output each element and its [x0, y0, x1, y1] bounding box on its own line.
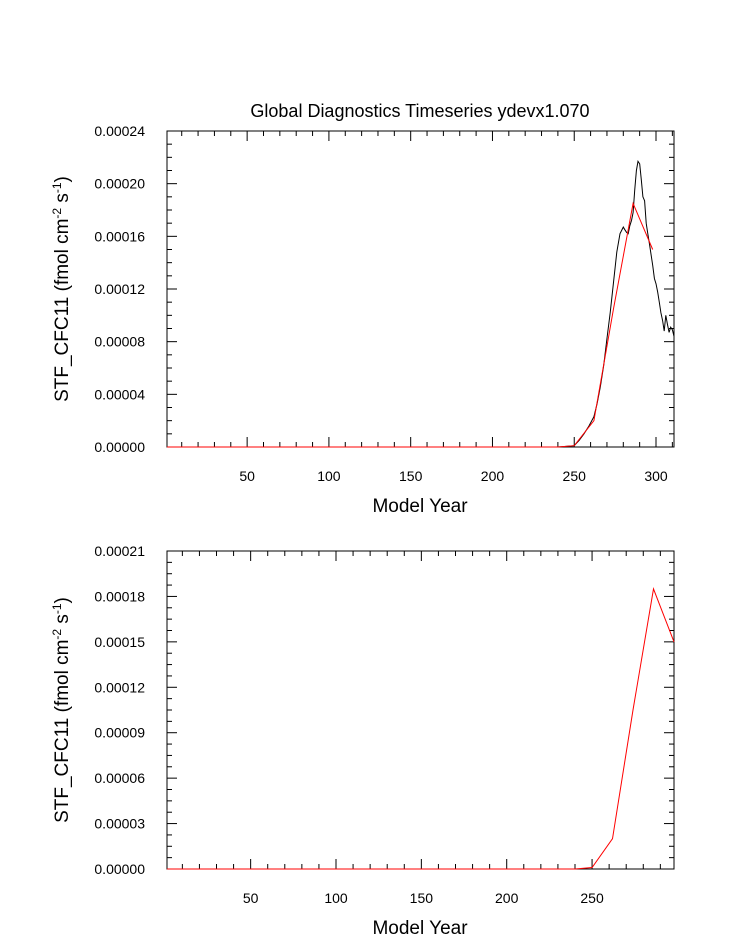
- y-tick-label: 0.00012: [94, 281, 145, 297]
- red-series-line: [167, 201, 654, 448]
- y-tick-label: 0.00004: [94, 386, 145, 402]
- y-tick-label: 0.00021: [94, 543, 145, 559]
- red-series-line: [167, 587, 675, 870]
- y-tick-label: 0.00008: [94, 334, 145, 350]
- y-tick-label: 0.00006: [94, 770, 145, 786]
- y-tick-label: 0.00009: [94, 725, 145, 741]
- y-tick-label: 0.00018: [94, 588, 145, 604]
- y-axis-title: STF_CFC11 (fmol cm-2 s-1): [50, 176, 73, 402]
- y-tick-label: 0.00000: [94, 861, 145, 877]
- x-tick-label: 200: [495, 890, 519, 906]
- black-series-line: [167, 159, 675, 448]
- x-tick-label: 50: [239, 468, 255, 484]
- chart-title: Global Diagnostics Timeseries ydevx1.070: [250, 101, 589, 121]
- x-axis-title: Model Year: [372, 496, 468, 517]
- y-tick-label: 0.00003: [94, 816, 145, 832]
- y-axis: 0.00000 0.00004 0.00008 0.00012 0.00016 0.000…: [94, 123, 674, 455]
- x-tick-label: 200: [481, 468, 505, 484]
- y-axis: 0.00000 0.00003 0.00006 0.00009 0.00012 0.000…: [94, 543, 674, 877]
- x-tick-label: 50: [243, 890, 259, 906]
- plot-frame: [166, 550, 675, 870]
- x-tick-label: 250: [580, 890, 604, 906]
- y-tick-label: 0.00015: [94, 634, 145, 650]
- x-tick-label: 300: [644, 468, 668, 484]
- y-tick-label: 0.00016: [94, 228, 145, 244]
- top-plot: Global Diagnostics Timeseries ydevx1.070…: [50, 101, 675, 517]
- y-tick-label: 0.00012: [94, 679, 145, 695]
- x-tick-label: 150: [399, 468, 423, 484]
- x-axis-title: Model Year: [372, 918, 468, 939]
- x-tick-label: 100: [324, 890, 348, 906]
- bottom-plot: 50 100 150 200 250 0.000000.000030.000060.00…: [50, 543, 675, 939]
- data-lines: [167, 587, 675, 870]
- y-tick-label: 0.00000: [94, 439, 145, 455]
- x-tick-label: 150: [410, 890, 434, 906]
- x-axis: 50 100 150 200 250: [181, 551, 661, 906]
- data-lines: [167, 159, 675, 448]
- y-tick-label: 0.00020: [94, 176, 145, 192]
- x-tick-label: 250: [563, 468, 587, 484]
- x-tick-label: 100: [317, 468, 341, 484]
- y-tick-label: 0.00024: [94, 123, 145, 139]
- x-axis: 50 100 150 200 250 300: [181, 131, 673, 484]
- y-axis-title: STF_CFC11 (fmol cm-2 s-1): [50, 597, 73, 823]
